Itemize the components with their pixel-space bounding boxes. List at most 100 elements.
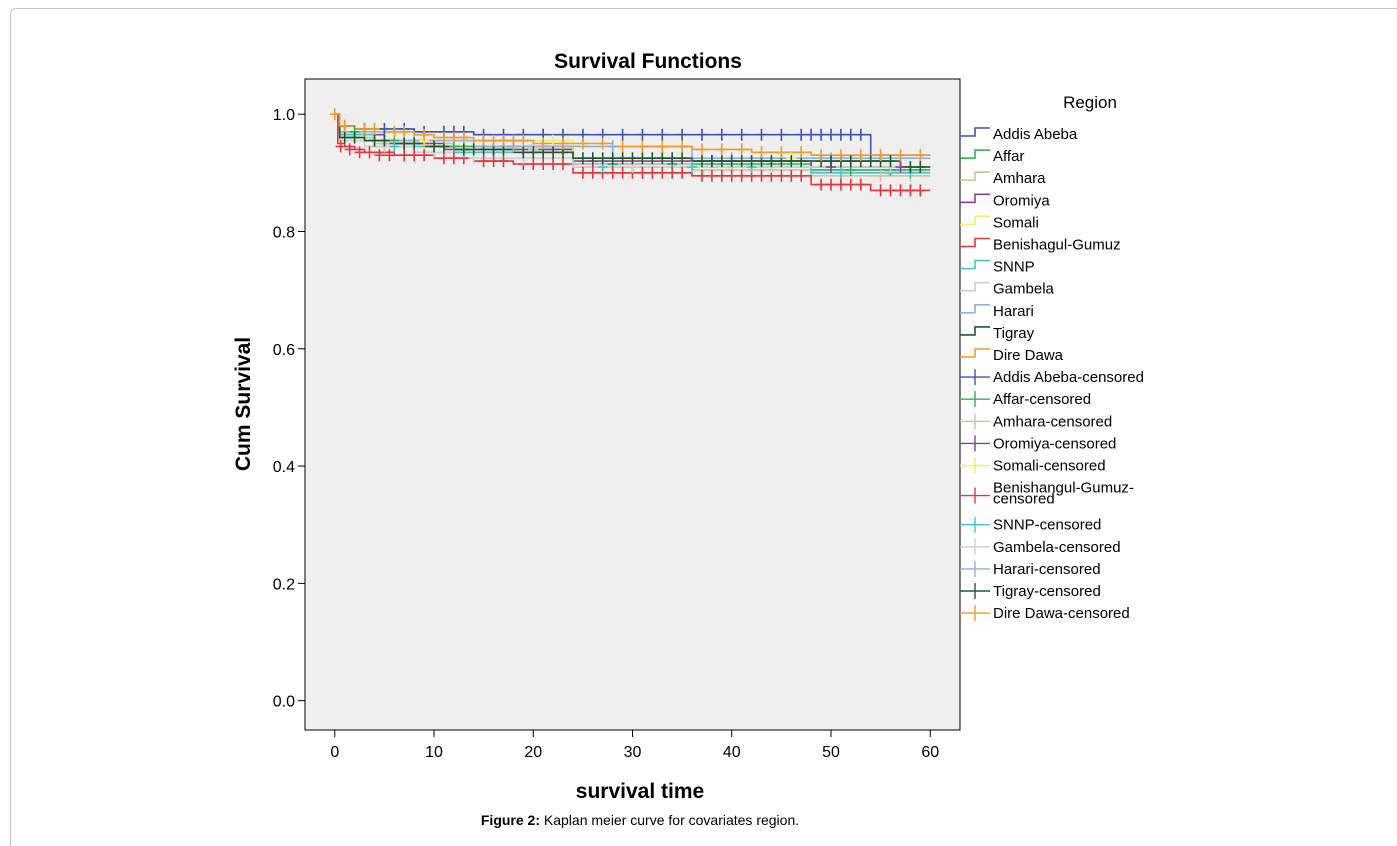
censor-mark (344, 143, 355, 156)
y-tick-label: 0.0 (273, 694, 295, 711)
censor-mark (438, 131, 449, 144)
censor-mark (826, 178, 836, 191)
legend-label: SNNP-censored (993, 517, 1101, 534)
legend-label: censored (993, 491, 1055, 508)
legend-swatch-line (960, 304, 990, 314)
censor-mark (528, 158, 539, 170)
censor-mark (776, 169, 787, 182)
censor-mark (607, 152, 618, 165)
censor-mark (339, 119, 350, 132)
censor-mark (776, 128, 787, 141)
x-tick-label: 0 (330, 744, 339, 761)
x-tick-label: 60 (921, 744, 939, 761)
censor-mark (726, 155, 737, 168)
censor-mark (835, 149, 846, 162)
censor-mark (746, 155, 757, 168)
censor-mark (647, 152, 658, 165)
legend-label: Dire Dawa-censored (993, 605, 1130, 622)
censor-mark (835, 166, 846, 179)
censor-mark (796, 146, 807, 159)
censor-mark (617, 140, 628, 153)
censor-mark (677, 128, 688, 141)
censor-mark (915, 161, 926, 173)
censor-mark (637, 128, 648, 141)
caption-label: Figure 2: (480, 812, 540, 828)
censor-mark (905, 184, 916, 197)
censor-mark (677, 152, 688, 165)
legend-swatch-line (960, 326, 990, 336)
censor-mark (657, 152, 668, 165)
censor-mark (558, 137, 568, 150)
censor-mark (855, 149, 866, 162)
legend-label: Oromiya-censored (993, 435, 1116, 452)
censor-mark (389, 125, 400, 138)
censor-mark (354, 146, 365, 159)
censor-mark (736, 128, 747, 141)
censor-mark (399, 149, 410, 162)
legend-swatch-line (960, 281, 990, 292)
caption-text: Kaplan meier curve for covariates region… (540, 812, 800, 828)
x-axis-label: survival time (576, 780, 704, 803)
y-tick-label: 0.2 (273, 576, 295, 593)
legend-swatch-line (960, 127, 990, 137)
x-tick-label: 50 (822, 744, 840, 761)
censor-mark (577, 137, 588, 150)
censor-mark (786, 169, 797, 182)
legend-label: Amhara (993, 170, 1046, 187)
censor-mark (409, 137, 420, 150)
censor-mark (448, 131, 459, 144)
legend-label: Somali (993, 214, 1039, 231)
censor-mark (915, 149, 926, 162)
censor-mark (339, 131, 350, 144)
censor-mark (518, 146, 529, 159)
legend-label: Tigray (993, 325, 1035, 342)
x-tick-label: 40 (723, 744, 741, 761)
chart-title: Survival Functions (554, 50, 742, 73)
figure-caption: Figure 2: Kaplan meier curve for covaria… (0, 812, 1280, 828)
censor-mark (756, 169, 767, 182)
legend-swatch-line (960, 171, 990, 181)
legend-label: Addis Abeba-censored (993, 369, 1144, 386)
censor-mark (369, 134, 380, 147)
legend-label: Harari-censored (993, 561, 1101, 578)
y-tick-label: 0.8 (273, 224, 295, 241)
axes: 0.0 0.2 0.4 0.6 0.8 1.0 0 10 20 30 40 50 60 (273, 107, 939, 761)
censor-mark (548, 134, 559, 147)
censor-layer (329, 108, 926, 197)
censor-mark (438, 152, 449, 165)
censor-mark (875, 169, 886, 182)
legend-swatch-line (960, 193, 990, 204)
x-tick-label: 30 (624, 744, 642, 761)
censor-mark (697, 128, 707, 141)
censor-mark (429, 140, 439, 153)
censor-mark (374, 149, 385, 162)
censor-mark (697, 169, 707, 182)
censor-mark (637, 166, 648, 179)
censor-mark (816, 128, 827, 141)
censor-mark (806, 128, 817, 141)
censor-mark (697, 143, 707, 156)
censor-mark (786, 155, 797, 168)
censor-mark (835, 128, 846, 141)
censor-mark (895, 161, 906, 173)
censor-mark (558, 158, 568, 170)
legend: Addis Abeba Affar Amhara Oromiya Somali Benis… (960, 126, 1144, 622)
censor-mark (816, 178, 827, 191)
censor-mark (448, 152, 459, 165)
censor-mark (855, 128, 866, 141)
censor-mark (577, 152, 588, 165)
censor-mark (379, 122, 390, 135)
censor-mark (776, 146, 787, 159)
censor-mark (677, 166, 688, 179)
figure-frame (10, 8, 1397, 846)
censor-mark (796, 128, 807, 141)
legend-label: Benishangul-Gumuz- (993, 480, 1134, 497)
censor-mark (548, 158, 559, 170)
legend-swatch-line (960, 215, 990, 226)
censor-mark (756, 128, 767, 141)
censor-mark (349, 131, 360, 144)
censor-mark (458, 131, 469, 144)
censor-mark (508, 134, 519, 147)
x-tick-label: 10 (425, 744, 443, 761)
censor-mark (895, 184, 906, 197)
